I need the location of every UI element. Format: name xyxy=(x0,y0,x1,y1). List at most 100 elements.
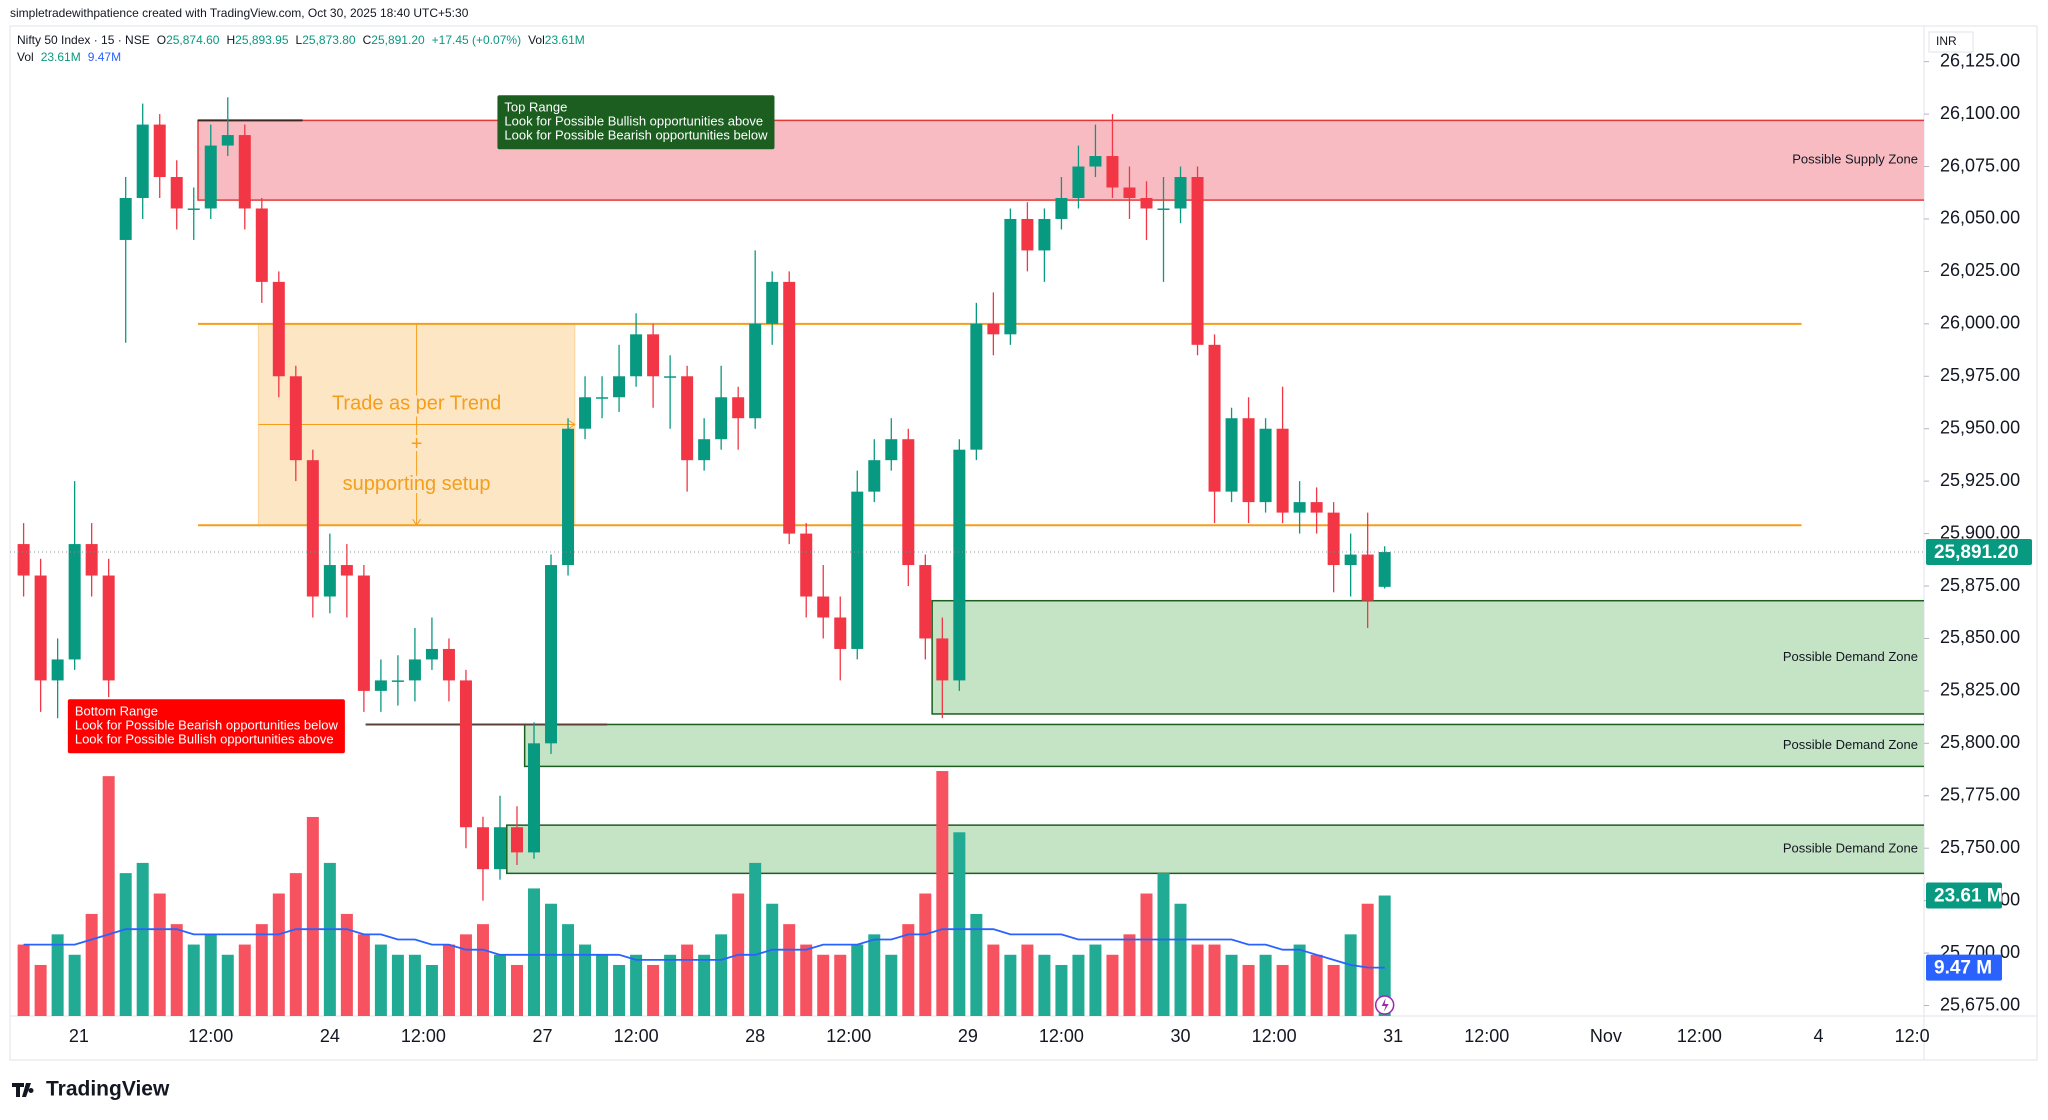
candle-body xyxy=(102,575,115,681)
y-tick-label: 25,775.00 xyxy=(1940,785,2020,805)
volume-bar xyxy=(187,944,200,1016)
volume-bar xyxy=(221,954,234,1016)
y-tick-label: 25,925.00 xyxy=(1940,470,2020,490)
candle-body xyxy=(987,323,1000,335)
change: +17.45 (+0.07%) xyxy=(432,33,521,47)
candle-body xyxy=(919,565,932,639)
volume-bar xyxy=(1327,964,1340,1016)
volume-bar xyxy=(1344,934,1357,1016)
volume-bar xyxy=(885,954,898,1016)
candle-body xyxy=(834,617,847,649)
volume-bar xyxy=(630,954,643,1016)
candle-body xyxy=(153,124,166,178)
candle-body xyxy=(800,533,813,597)
vol-value: 23.61M xyxy=(545,33,585,47)
currency-box xyxy=(1928,31,1974,53)
annotation-text: Top Range xyxy=(504,100,567,115)
volume-bar xyxy=(1004,954,1017,1016)
candle-body xyxy=(1157,208,1170,210)
volume-bar xyxy=(936,771,949,1016)
y-tick-label: 26,025.00 xyxy=(1940,260,2020,280)
volume-bar xyxy=(987,944,1000,1016)
volume-bar xyxy=(1242,964,1255,1016)
x-tick-label: 12:00 xyxy=(826,1026,871,1046)
currency: INR xyxy=(1936,34,1957,48)
x-tick-label: 12:00 xyxy=(614,1026,659,1046)
candle-body xyxy=(902,439,915,566)
volume-bar xyxy=(1276,964,1289,1016)
y-tick-label: 25,950.00 xyxy=(1940,417,2020,437)
candle-body xyxy=(255,208,268,282)
volume-bar xyxy=(425,964,438,1016)
y-tick-label: 26,100.00 xyxy=(1940,103,2020,123)
volume-bar xyxy=(749,862,762,1016)
candle-body xyxy=(936,638,949,681)
volume-bar xyxy=(715,934,728,1016)
candle-body xyxy=(340,565,353,576)
ohlc-key: C xyxy=(363,33,372,47)
annotation-box xyxy=(497,95,775,150)
volume-bar xyxy=(902,924,915,1016)
candle-body xyxy=(442,648,455,681)
y-tick-label: 25,875.00 xyxy=(1940,575,2020,595)
trend-arrow-head xyxy=(568,420,576,429)
y-tick-label: 25,850.00 xyxy=(1940,627,2020,647)
candle-body xyxy=(613,376,626,398)
vol-value: 23.61M xyxy=(41,50,81,64)
volume-bar xyxy=(153,893,166,1016)
last-volume: 23.61 M xyxy=(1934,886,2003,907)
x-tick-label: 12:00 xyxy=(188,1026,233,1046)
x-tick-label: 24 xyxy=(320,1026,340,1046)
ohlc-value: 25,874.60 xyxy=(166,33,220,47)
volume-bar xyxy=(1021,944,1034,1016)
candle-body xyxy=(408,659,421,681)
candle-body xyxy=(630,334,643,377)
volume-bar xyxy=(408,954,421,1016)
candle-body xyxy=(749,323,762,419)
volume-bar xyxy=(289,873,302,1016)
last-volume-box xyxy=(1926,882,2002,909)
y-tick-label: 26,050.00 xyxy=(1940,208,2020,228)
volume-bar xyxy=(1361,903,1374,1016)
brand: TradingView xyxy=(46,1078,170,1101)
volume-bar xyxy=(85,913,98,1016)
vol-key: Vol xyxy=(528,33,545,47)
logo-icon xyxy=(12,1083,34,1097)
y-tick-label: 25,825.00 xyxy=(1940,680,2020,700)
candle-body xyxy=(1140,197,1153,209)
candle-body xyxy=(425,648,438,660)
x-tick-label: 12:00 xyxy=(1677,1026,1722,1046)
credit: simpletradewithpatience created with Tra… xyxy=(10,6,469,20)
candle-body xyxy=(732,397,745,419)
volume-bar xyxy=(1174,903,1187,1016)
y-tick-label: 25,675.00 xyxy=(1940,994,2020,1014)
candle-body xyxy=(476,827,489,870)
volume-bar xyxy=(613,964,626,1016)
candle-body xyxy=(953,449,966,681)
candle-body xyxy=(238,135,251,209)
candle-body xyxy=(545,565,558,744)
y-tick-label: 26,075.00 xyxy=(1940,155,2020,175)
candle-body xyxy=(1055,197,1068,219)
volume-bar xyxy=(664,954,677,1016)
candle-body xyxy=(34,575,47,681)
event-icon xyxy=(1381,998,1389,1012)
volume-bar xyxy=(493,954,506,1016)
candle-body xyxy=(1276,428,1289,513)
volume-bar xyxy=(1378,895,1391,1016)
candle-body xyxy=(306,460,319,597)
volume-bar xyxy=(357,934,370,1016)
candle-body xyxy=(170,177,183,209)
zone-label: Possible Supply Zone xyxy=(1792,152,1918,167)
x-tick-label: 27 xyxy=(533,1026,553,1046)
candle-body xyxy=(221,135,234,146)
annotation-box xyxy=(67,699,345,754)
x-tick-label: 28 xyxy=(745,1026,765,1046)
volume-bar xyxy=(1038,954,1051,1016)
annotation-text: Look for Possible Bearish opportunities … xyxy=(75,718,339,733)
volume-bar xyxy=(1225,954,1238,1016)
volume-bar xyxy=(766,903,779,1016)
candle-body xyxy=(681,376,694,461)
y-tick-label: 25,800.00 xyxy=(1940,732,2020,752)
